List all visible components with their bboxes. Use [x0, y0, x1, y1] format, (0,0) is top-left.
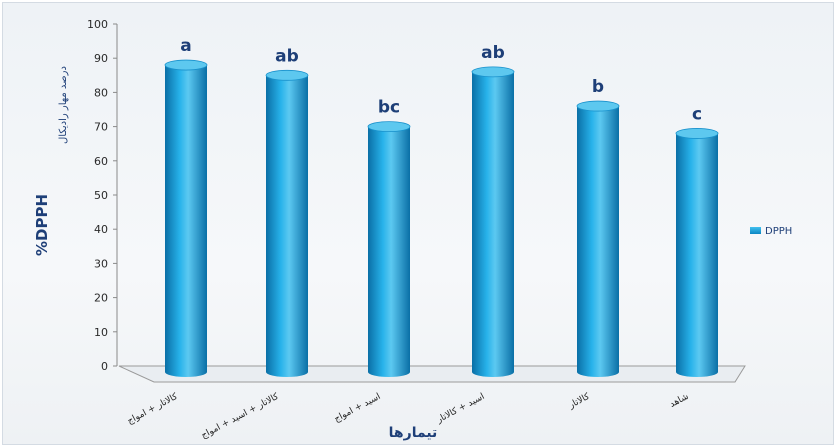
- y-tick-label: 100: [87, 18, 108, 31]
- y-tick-label: 0: [101, 360, 108, 373]
- bar-top: [471, 66, 515, 78]
- bar-body: [577, 106, 619, 377]
- bar: [471, 66, 515, 377]
- significance-label: c: [692, 104, 702, 124]
- bar-body: [472, 71, 514, 377]
- x-category-label: کالاتار + امواج: [126, 391, 180, 426]
- axes: [116, 24, 746, 383]
- bars-group: [164, 59, 719, 378]
- significance-label: a: [180, 36, 191, 56]
- significance-label: ab: [275, 46, 299, 66]
- legend-label: DPPH: [765, 226, 792, 237]
- y-tick-label: 20: [94, 292, 108, 305]
- y-tick-label: 80: [94, 86, 108, 99]
- x-category-label: اسید + امواج: [333, 392, 383, 425]
- y-tick-label: 60: [94, 155, 108, 168]
- x-category-label: کالاتار + اسید + امواج: [200, 391, 281, 441]
- y-tick-label: 50: [94, 189, 108, 202]
- bar: [164, 59, 208, 377]
- significance-label: ab: [481, 43, 505, 63]
- bar-top: [675, 128, 719, 139]
- significance-label: bc: [378, 98, 400, 118]
- y-tick-labels: 0 10 20 30 40 50 60 70 80 90 100: [87, 18, 117, 373]
- bar-body: [266, 75, 308, 378]
- x-axis-floor: [118, 365, 746, 383]
- y-tick-label: 10: [94, 326, 108, 339]
- bar: [576, 100, 620, 377]
- bar: [265, 69, 309, 378]
- legend-swatch: [750, 227, 761, 234]
- bar-top: [367, 121, 411, 132]
- y-tick-label: 70: [94, 121, 108, 134]
- bar-top: [164, 59, 208, 71]
- bar-top: [265, 69, 309, 81]
- x-category-label: اسید + کالاتار: [434, 392, 486, 426]
- bar: [675, 128, 719, 377]
- bar-body: [368, 126, 410, 377]
- y-axis-label: %DPPH: [33, 194, 51, 256]
- y-tick-label: 90: [94, 52, 108, 65]
- x-axis-label: تیمارها: [389, 425, 438, 441]
- bar-body: [676, 133, 718, 377]
- significance-label: b: [592, 77, 604, 97]
- y-tick-label: 30: [94, 257, 108, 270]
- x-category-label: شاهد: [668, 392, 690, 410]
- bar-body: [165, 65, 207, 377]
- y-tick-label: 40: [94, 223, 108, 236]
- x-category-label: کالاتار: [567, 391, 592, 411]
- legend: DPPH: [750, 226, 792, 237]
- y-axis-label-secondary: درصد مهار رادیکال: [58, 66, 69, 144]
- bar: [367, 121, 411, 377]
- bar-top: [576, 100, 620, 112]
